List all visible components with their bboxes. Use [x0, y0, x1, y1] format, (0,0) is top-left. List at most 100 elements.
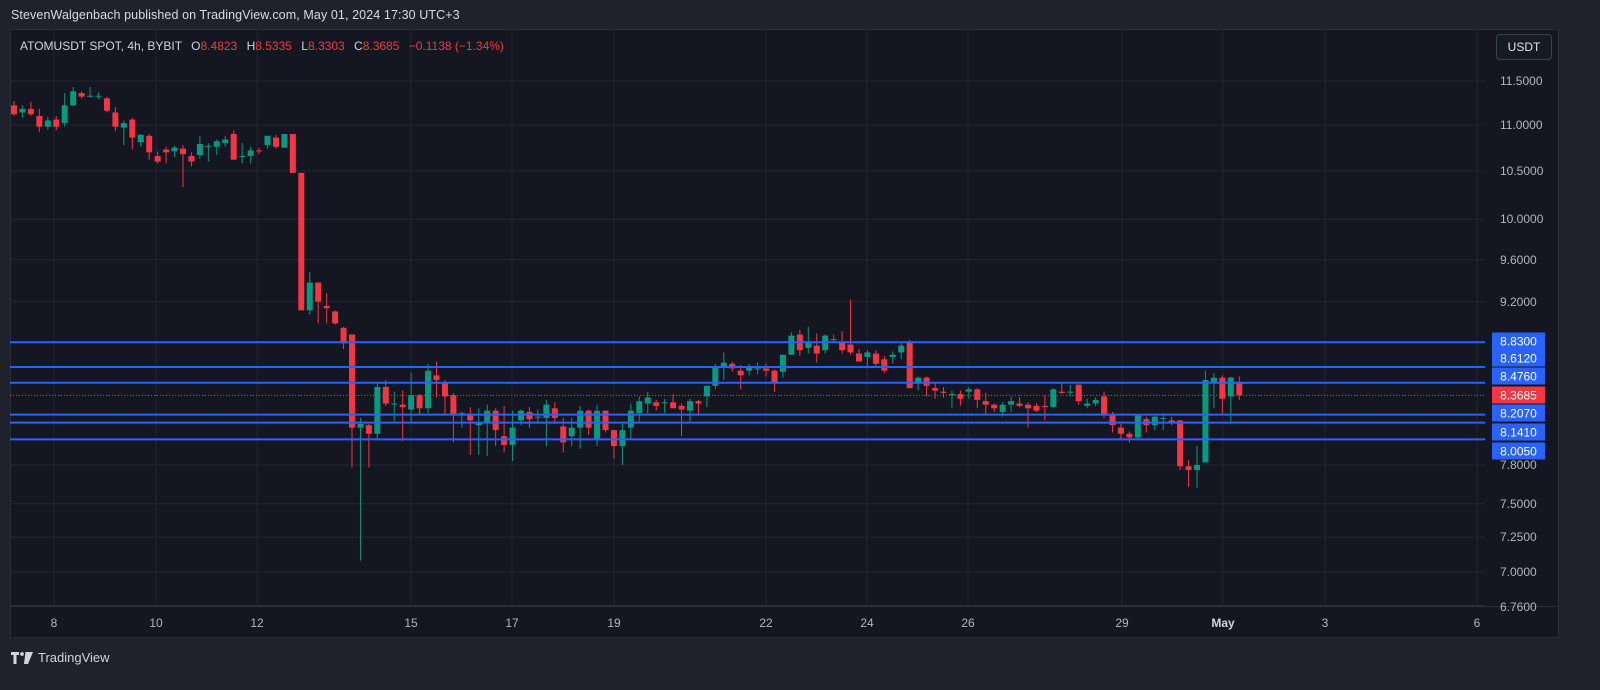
- candlestick-chart[interactable]: [10, 29, 1485, 606]
- candle: [391, 391, 398, 423]
- level-price-tag: 8.0050: [1492, 442, 1545, 460]
- candle: [898, 342, 905, 360]
- price-axis-tick: 10.5000: [1500, 163, 1544, 178]
- candle: [1050, 388, 1057, 409]
- candle: [1126, 431, 1133, 443]
- candle: [619, 421, 626, 465]
- time-axis-tick: 10: [149, 616, 163, 630]
- candle: [374, 382, 381, 439]
- candle: [932, 382, 939, 399]
- candle: [1134, 415, 1141, 440]
- candle: [534, 409, 541, 423]
- candle: [239, 143, 246, 164]
- time-axis-tick: 3: [1321, 616, 1329, 630]
- price-axis-tick: 7.8000: [1500, 457, 1537, 472]
- tradingview-logo-text: TradingView: [38, 650, 110, 665]
- current-price-tag: 8.3685: [1492, 386, 1545, 404]
- price-axis-tick: 7.5000: [1500, 496, 1537, 511]
- price-axis[interactable]: [1485, 29, 1559, 606]
- candle: [1143, 416, 1150, 433]
- candle: [509, 410, 516, 462]
- candle: [1117, 423, 1124, 439]
- candle: [1067, 384, 1074, 397]
- candle: [315, 282, 322, 324]
- candle: [754, 362, 761, 375]
- candle: [154, 151, 161, 164]
- candle: [340, 326, 347, 350]
- candle: [1008, 396, 1015, 412]
- candle: [425, 363, 432, 414]
- price-axis-tick: 11.0000: [1500, 117, 1543, 132]
- candle: [332, 310, 339, 325]
- high-value: 8.5335: [255, 39, 292, 53]
- candle: [864, 350, 871, 369]
- candle: [264, 135, 271, 149]
- candle: [87, 87, 94, 98]
- candle: [610, 430, 617, 459]
- candle: [1160, 413, 1167, 431]
- candle: [1202, 370, 1209, 463]
- candle: [53, 116, 60, 131]
- candle: [247, 146, 254, 164]
- candle: [103, 96, 110, 113]
- time-axis-tick: 6: [1473, 616, 1481, 630]
- candle: [822, 334, 829, 354]
- candle: [357, 417, 364, 561]
- candle: [830, 334, 837, 343]
- candle: [163, 146, 170, 164]
- candle: [272, 134, 279, 149]
- candle: [11, 100, 17, 117]
- time-axis-tick: May: [1211, 616, 1235, 630]
- candle: [27, 101, 34, 117]
- candle: [1075, 384, 1082, 405]
- candle: [1041, 395, 1048, 421]
- candle: [323, 293, 330, 324]
- candle: [205, 143, 212, 162]
- candle: [670, 394, 677, 409]
- time-axis[interactable]: [10, 606, 1559, 638]
- publisher-line: StevenWalgenbach published on TradingVie…: [11, 8, 460, 22]
- candle: [1177, 420, 1184, 471]
- candle: [19, 105, 26, 118]
- tradingview-logo[interactable]: TradingView: [11, 650, 110, 665]
- candle: [906, 340, 913, 389]
- time-axis-tick: 19: [607, 616, 621, 630]
- candle: [1016, 397, 1023, 408]
- candle: [399, 390, 406, 442]
- candle: [687, 398, 693, 423]
- candle: [78, 91, 85, 99]
- candle: [560, 417, 567, 453]
- candle: [695, 399, 702, 415]
- time-axis-tick: 22: [759, 616, 773, 630]
- currency-button[interactable]: USDT: [1496, 34, 1552, 60]
- candle: [129, 117, 136, 150]
- candle: [382, 379, 389, 406]
- candle: [213, 139, 220, 156]
- time-axis-tick: 26: [961, 616, 975, 630]
- open-value: 8.4823: [200, 39, 238, 53]
- low-value: 8.3303: [307, 39, 345, 53]
- candle: [120, 120, 127, 145]
- candle: [196, 135, 203, 159]
- symbol-info[interactable]: ATOMUSDT SPOT, 4h, BYBIT: [20, 39, 182, 53]
- candle: [771, 369, 778, 392]
- candle: [112, 107, 119, 132]
- candle: [1058, 383, 1065, 395]
- candle: [484, 404, 491, 457]
- candle: [965, 386, 972, 399]
- candle: [1210, 373, 1217, 409]
- candle: [416, 394, 423, 416]
- candle: [746, 363, 753, 376]
- candle: [1194, 446, 1200, 489]
- change-value: −0.1138 (−1.34%): [408, 39, 504, 53]
- low-label: L: [301, 39, 308, 53]
- candle: [1084, 398, 1091, 409]
- candle: [281, 133, 288, 148]
- candle: [36, 108, 43, 133]
- candle: [982, 392, 989, 415]
- candle: [526, 407, 533, 428]
- candle: [847, 299, 854, 355]
- time-axis-tick: 12: [250, 616, 264, 630]
- high-label: H: [246, 39, 256, 53]
- candle: [661, 398, 668, 414]
